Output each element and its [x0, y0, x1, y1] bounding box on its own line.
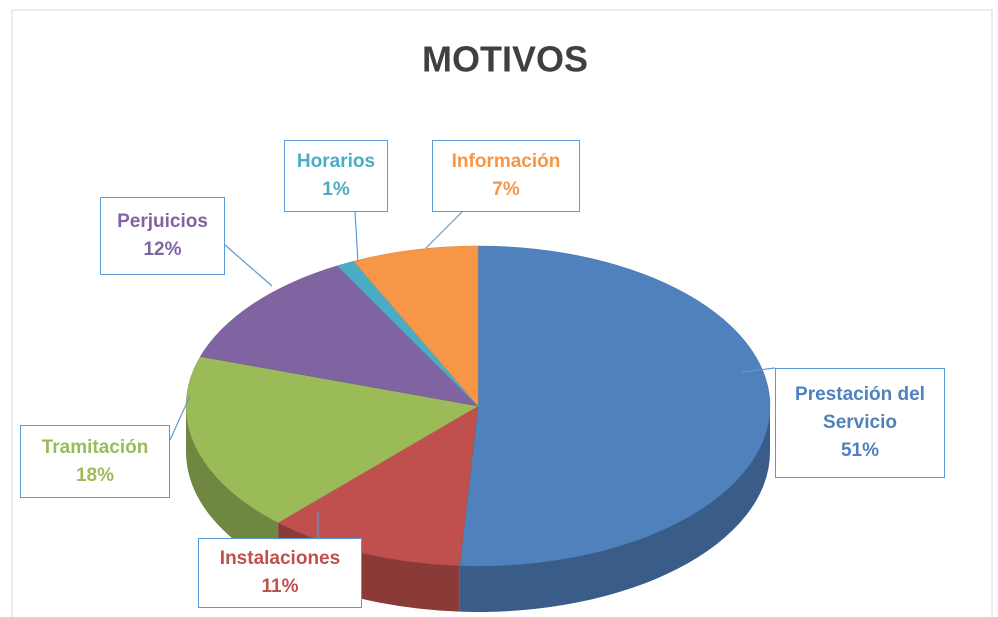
label-value: 12% — [143, 239, 182, 260]
pie-slice — [185, 356, 479, 523]
leader-line — [741, 367, 776, 373]
leader-line — [224, 244, 273, 287]
chart-title: MOTIVOS — [422, 39, 588, 80]
label-name: Perjuicios — [117, 211, 208, 232]
pie-side — [186, 406, 279, 569]
pie-side — [459, 406, 770, 612]
data-label: Tramitación 18% — [20, 425, 170, 498]
label-value: 51% — [840, 440, 880, 461]
leader-line — [354, 211, 359, 263]
label-value: 11% — [261, 576, 299, 597]
label-name: Horarios — [296, 151, 376, 172]
data-label: Perjuicios 12% — [100, 197, 225, 275]
label-name: Información — [451, 151, 561, 172]
data-label: Información 7% — [432, 140, 580, 212]
data-label: Instalaciones 11% — [198, 538, 362, 608]
data-label: Horarios 1% — [284, 140, 388, 212]
label-name: Prestación del Servicio — [795, 384, 925, 433]
label-value: 1% — [322, 179, 350, 200]
data-label: Prestación del Servicio 51% — [775, 368, 945, 478]
pie-slice — [199, 265, 479, 407]
label-name: Tramitación — [41, 436, 149, 458]
pie-slice — [277, 405, 479, 566]
label-name: Instalaciones — [219, 548, 341, 569]
leader-line — [169, 395, 191, 441]
label-value: 7% — [492, 179, 520, 200]
label-value: 18% — [75, 464, 115, 486]
chart-frame — [11, 9, 993, 617]
leader-line — [425, 211, 463, 249]
pie-slice — [459, 245, 771, 567]
